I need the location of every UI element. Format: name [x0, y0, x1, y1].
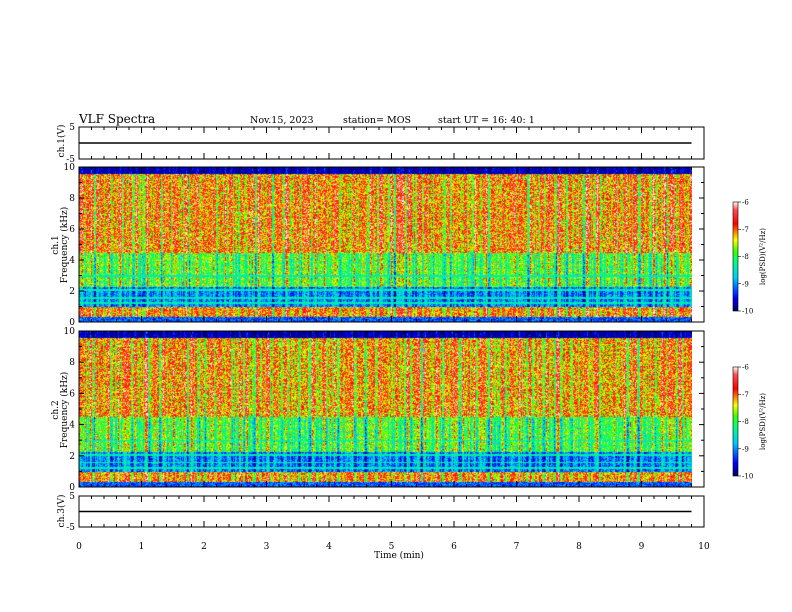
ch1-colorbar: -6 -7 -8 -9 -10 log(PSD)(V²/Hz): [732, 199, 767, 316]
colorbar-label: log(PSD)(V²/Hz): [759, 228, 767, 285]
spectrogram-image: [79, 331, 692, 487]
ch1-channel-label: ch.1: [51, 235, 61, 254]
colorbar-tick-label: -9: [742, 280, 749, 288]
colorbar-tick-label: -7: [742, 226, 749, 234]
ch3-waveform-ylabel: ch.3(V): [56, 495, 67, 528]
colorbar-gradient: [732, 366, 739, 477]
colorbar-tick-label: -6: [742, 364, 749, 372]
ch3-waveform-panel: 5 -5: [66, 492, 705, 533]
y-tick-label: 2: [69, 287, 75, 297]
colorbar-tick-label: -8: [742, 253, 749, 261]
header-start-time: start UT = 16: 40: 1: [438, 115, 535, 126]
ch2-channel-label: ch.2: [51, 400, 61, 419]
y-tick-label: 6: [69, 225, 75, 235]
colorbar-tick-label: -10: [742, 473, 753, 481]
header-station: station= MOS: [343, 115, 411, 126]
x-tick-label: 7: [514, 542, 520, 552]
y-tick-label: 10: [64, 163, 76, 173]
x-axis-label: Time (min): [374, 550, 424, 561]
colorbar-tick-label: -7: [742, 391, 749, 399]
x-tick-label: 3: [264, 542, 270, 552]
ch1-frequency-ylabel: Frequency (kHz): [59, 207, 70, 284]
x-tick-label: 1: [139, 542, 145, 552]
ch1-waveform-ylabel: ch.1(V): [56, 125, 67, 158]
ch2-spectrogram-panel: 0 2 4 6 8 10: [64, 327, 705, 493]
y-tick-label: 6: [69, 389, 75, 399]
colorbar-tick-label: -8: [742, 418, 749, 426]
x-tick-label: 8: [576, 542, 582, 552]
y-tick-label: 0: [69, 318, 75, 328]
y-tick-label: 5: [69, 492, 75, 502]
x-tick-label: 10: [698, 542, 710, 552]
x-tick-label: 2: [201, 542, 207, 552]
y-tick-label: 4: [69, 256, 75, 266]
y-tick-label: 8: [69, 194, 75, 204]
colorbar-tick-label: -10: [742, 308, 753, 316]
ch2-frequency-ylabel: Frequency (kHz): [59, 372, 70, 449]
figure-title: VLF Spectra: [78, 112, 155, 126]
colorbar-tick-label: -6: [742, 199, 749, 207]
spectrogram-image: [79, 167, 692, 322]
y-tick-label: 8: [69, 358, 75, 368]
y-tick-label: 5: [69, 123, 75, 133]
y-tick-label: 0: [69, 483, 75, 493]
y-tick-label: 10: [64, 327, 76, 337]
x-tick-label: 9: [639, 542, 645, 552]
x-tick-label: 5: [389, 542, 395, 552]
x-tick-label: 6: [451, 542, 457, 552]
ch2-colorbar: -6 -7 -8 -9 -10 log(PSD)(V²/Hz): [732, 364, 767, 481]
ch1-waveform-panel: 5 -5: [66, 123, 705, 165]
header-date: Nov.15, 2023: [250, 115, 314, 126]
y-tick-label: 4: [69, 421, 75, 431]
colorbar-tick-label: -9: [742, 445, 749, 453]
colorbar-gradient: [732, 201, 739, 312]
x-tick-label: 4: [326, 542, 332, 552]
y-tick-label: -5: [66, 155, 75, 165]
ch1-spectrogram-panel: 0 2 4 6 8 10: [64, 163, 705, 328]
y-tick-label: 2: [69, 452, 75, 462]
x-tick-label: 0: [76, 542, 82, 552]
y-tick-label: -5: [66, 523, 75, 533]
colorbar-label: log(PSD)(V²/Hz): [759, 393, 767, 450]
